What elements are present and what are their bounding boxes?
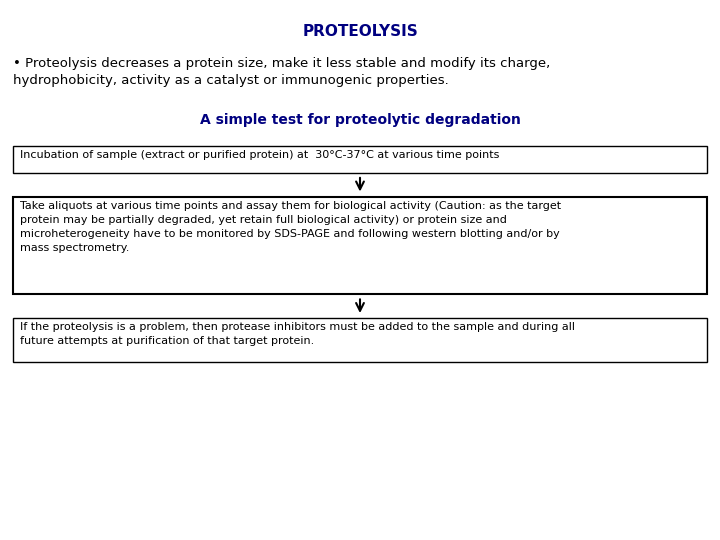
FancyBboxPatch shape	[13, 197, 707, 294]
Text: A simple test for proteolytic degradation: A simple test for proteolytic degradatio…	[199, 113, 521, 127]
Text: Take aliquots at various time points and assay them for biological activity (Cau: Take aliquots at various time points and…	[20, 201, 562, 253]
Text: If the proteolysis is a problem, then protease inhibitors must be added to the s: If the proteolysis is a problem, then pr…	[20, 322, 575, 346]
Text: • Proteolysis decreases a protein size, make it less stable and modify its charg: • Proteolysis decreases a protein size, …	[13, 57, 550, 87]
FancyBboxPatch shape	[13, 146, 707, 173]
FancyBboxPatch shape	[13, 318, 707, 362]
Text: Incubation of sample (extract or purified protein) at  30°C-37°C at various time: Incubation of sample (extract or purifie…	[20, 150, 500, 160]
Text: PROTEOLYSIS: PROTEOLYSIS	[302, 24, 418, 39]
